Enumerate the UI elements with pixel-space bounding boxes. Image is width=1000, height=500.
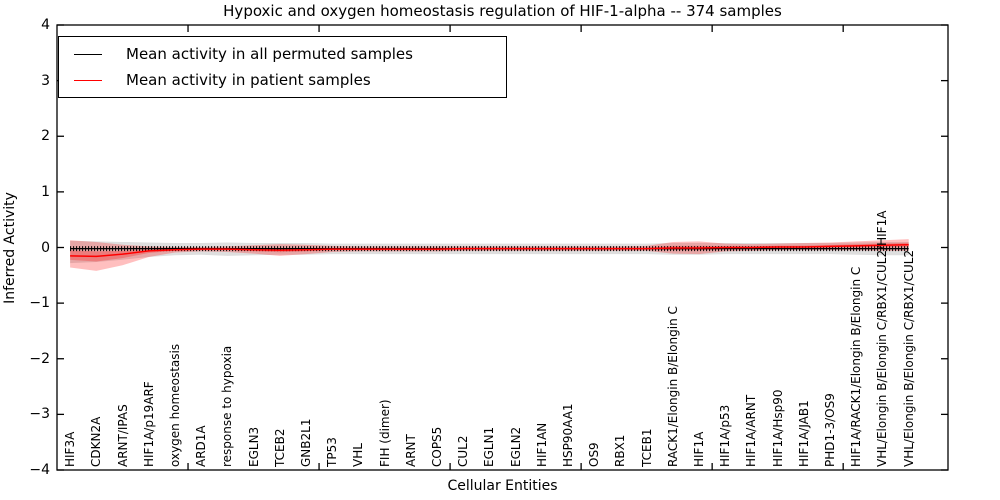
- y-tick-label: 3: [41, 72, 50, 89]
- y-tick-label: −3: [29, 406, 50, 423]
- x-category-label: HIF1A/p19ARF: [141, 381, 156, 467]
- permuted-line-swatch: [74, 53, 102, 55]
- x-category-label: HIF1A/Hsp90: [770, 389, 785, 467]
- x-category-label: ARD1A: [194, 425, 209, 467]
- x-category-label: HIF1A/p53: [718, 404, 733, 467]
- y-tick-label: 2: [41, 128, 50, 145]
- x-category-label: VHL/Elongin B/Elongin C/RBX1/CUL2/HIF1A: [875, 210, 890, 467]
- x-category-label: GNB2L1: [298, 418, 313, 467]
- y-tick-label: 0: [41, 239, 50, 256]
- legend-label-permuted: Mean activity in all permuted samples: [126, 45, 413, 63]
- x-category-label: EGLN2: [508, 426, 523, 467]
- y-tick-label: −4: [29, 462, 50, 478]
- x-category-label: TCEB2: [272, 428, 287, 467]
- x-category-label: COPS5: [429, 426, 444, 467]
- x-category-label: HIF1A: [692, 431, 707, 467]
- x-category-label: HIF1A/RACK1/Elongin B/Elongin C: [849, 266, 864, 467]
- y-tick-label: −2: [29, 350, 50, 367]
- x-category-label: OS9: [587, 442, 602, 467]
- x-category-label: TCEB1: [639, 428, 654, 467]
- legend-label-patient: Mean activity in patient samples: [126, 71, 371, 89]
- legend-item-permuted: Mean activity in all permuted samples: [59, 41, 506, 67]
- x-category-label: FIH (dimer): [377, 399, 392, 467]
- x-category-label: ARNT/IPAS: [115, 404, 130, 467]
- x-category-label: VHL: [351, 443, 366, 467]
- legend-item-patient: Mean activity in patient samples: [59, 67, 506, 93]
- x-category-label: HSP90AA1: [561, 403, 575, 467]
- x-category-label: RBX1: [613, 434, 628, 467]
- x-axis-label: Cellular Entities: [447, 478, 558, 494]
- x-category-label: PHD1-3/OS9: [823, 393, 838, 467]
- x-category-label: EGLN1: [482, 426, 497, 467]
- y-tick-label: 4: [41, 17, 50, 33]
- patient-line-swatch: [74, 79, 102, 81]
- x-category-label: CDKN2A: [89, 416, 104, 467]
- x-category-label: VHL/Elongin B/Elongin C/RBX1/CUL2: [901, 249, 916, 467]
- patient-mean-line: [70, 243, 909, 258]
- x-category-label: RACK1/Elongin B/Elongin C: [665, 306, 680, 467]
- x-category-label: response to hypoxia: [220, 345, 235, 467]
- legend: Mean activity in all permuted samples Me…: [58, 36, 507, 98]
- x-category-label: TP53: [325, 437, 340, 467]
- x-category-label: HIF1AN: [534, 422, 549, 467]
- x-category-label: EGLN3: [246, 426, 261, 467]
- permuted-confidence-band: [70, 240, 909, 264]
- x-category-label: HIF1A/JAB1: [796, 400, 811, 467]
- x-category-label: oxygen homeostasis: [167, 343, 182, 467]
- patient-confidence-band: [70, 239, 909, 271]
- x-category-label: HIF3A: [63, 431, 78, 467]
- y-tick-label: 1: [41, 183, 50, 200]
- chart-title: Hypoxic and oxygen homeostasis regulatio…: [223, 2, 782, 20]
- x-category-label: CUL2: [456, 435, 471, 467]
- x-category-label: ARNT: [403, 434, 418, 467]
- x-category-label: HIF1A/ARNT: [744, 394, 759, 467]
- y-tick-label: −1: [29, 295, 50, 312]
